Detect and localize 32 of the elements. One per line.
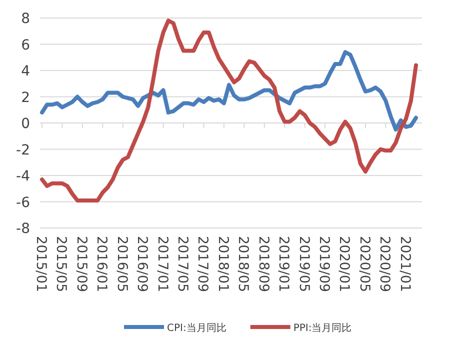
x-tick-label: 2017/01 — [154, 236, 170, 292]
line-series — [40, 50, 418, 132]
x-tick-label: 2021/01 — [396, 236, 413, 292]
x-tick-label: 2016/01 — [94, 236, 110, 292]
y-tick-label: 4 — [21, 64, 30, 80]
x-tick-label: 2017/09 — [194, 236, 211, 292]
y-tick-label: -4 — [16, 168, 30, 184]
x-tick-label: 2018/09 — [255, 236, 272, 292]
x-tick-label: 2019/01 — [276, 236, 292, 292]
x-tick-label: 2020/05 — [356, 236, 372, 292]
legend-label: CPI:当月同比 — [167, 322, 226, 334]
x-tick-label: 2016/09 — [134, 236, 150, 292]
x-tick-label: 2019/05 — [296, 236, 312, 292]
x-tick-label: 2015/09 — [73, 236, 90, 292]
y-tick-label: -6 — [16, 194, 30, 211]
y-tick-label: 0 — [21, 116, 30, 132]
x-tick-label: 2018/01 — [214, 236, 231, 292]
x-tick-label: 2019/09 — [316, 236, 332, 292]
y-tick-label: 2 — [21, 90, 30, 106]
y-tick-label: -8 — [16, 221, 30, 237]
x-tick-label: 2015/05 — [53, 236, 70, 292]
x-tick-label: 2020/09 — [376, 236, 393, 292]
y-tick-label: 8 — [21, 11, 30, 27]
line-series — [40, 18, 418, 202]
legend-label: PPI:当月同比 — [293, 322, 352, 334]
x-tick-label: 2017/05 — [174, 236, 191, 292]
x-tick-label: 2015/01 — [33, 236, 49, 292]
x-tick-label: 2016/05 — [114, 236, 130, 292]
x-tick-label: 2020/01 — [336, 236, 352, 292]
y-tick-label: 6 — [21, 37, 30, 54]
y-tick-label: -2 — [16, 142, 30, 158]
x-tick-label: 2018/05 — [235, 236, 252, 292]
